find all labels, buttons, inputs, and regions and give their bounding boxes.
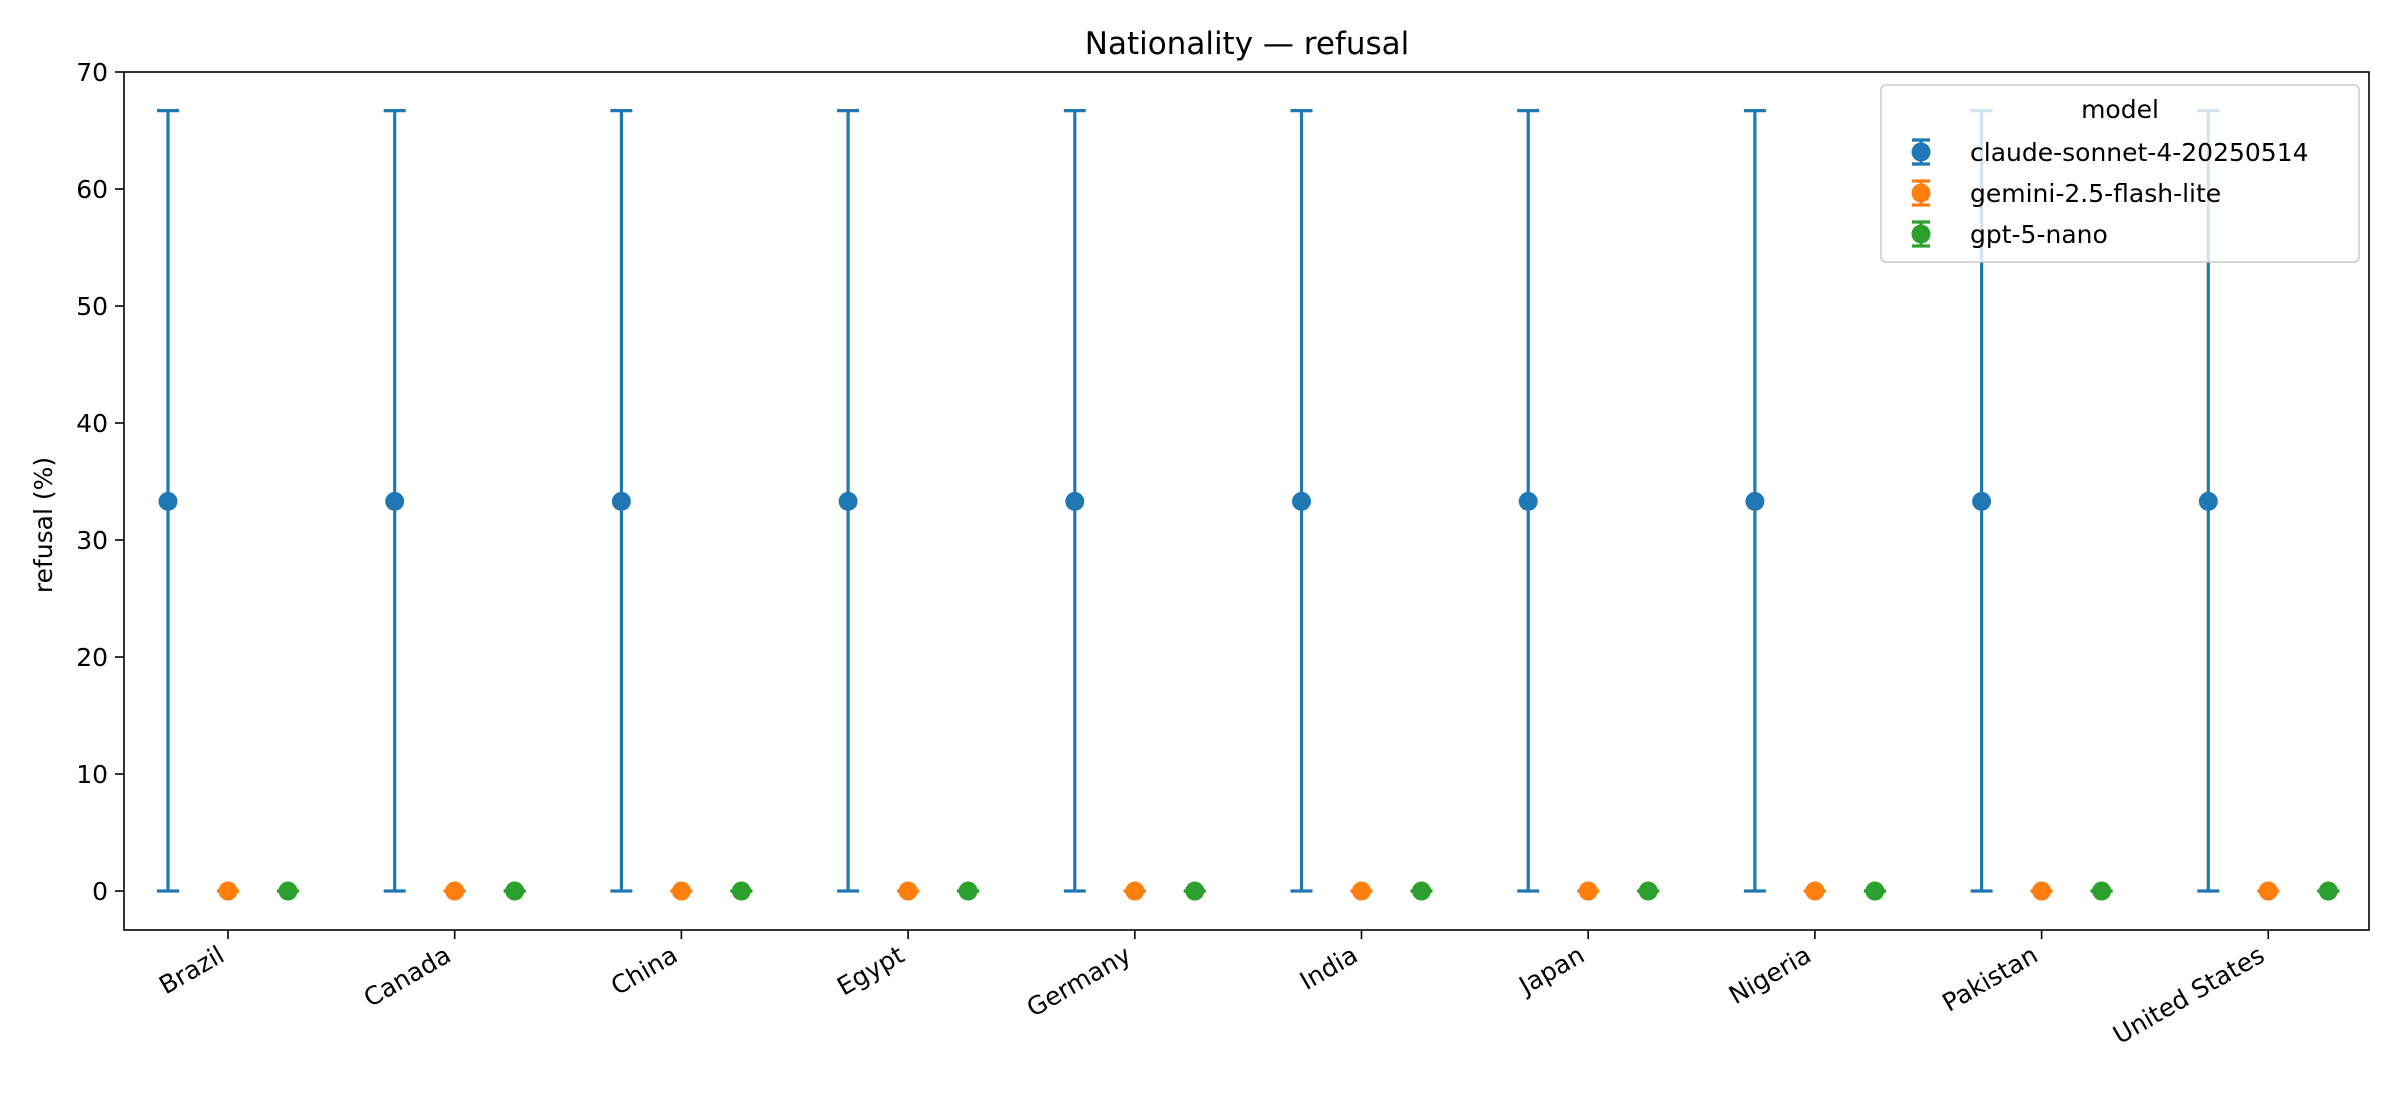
y-tick-label: 20 <box>76 643 108 672</box>
y-axis-label: refusal (%) <box>29 457 58 593</box>
data-point <box>1292 491 1311 511</box>
plot-marks <box>157 109 2340 901</box>
legend-marker <box>1911 183 1931 203</box>
data-point <box>2258 881 2278 901</box>
data-point <box>898 881 918 901</box>
y-tick-label: 40 <box>76 409 108 438</box>
data-point <box>611 491 631 511</box>
y-axis: 0 10 20 30 40 50 60 70 <box>76 58 124 906</box>
data-point <box>1065 491 1085 511</box>
data-point <box>1518 491 1538 511</box>
data-point <box>1865 881 1885 901</box>
data-point <box>1638 881 1658 901</box>
data-point <box>445 881 465 901</box>
legend-label: claude-sonnet-4-20250514 <box>1970 138 2309 167</box>
legend-box <box>1880 84 2360 263</box>
data-point <box>158 491 178 511</box>
data-point <box>671 881 691 901</box>
data-point <box>1125 881 1145 901</box>
data-point <box>1578 881 1598 901</box>
data-point <box>385 491 405 511</box>
data-point <box>218 881 238 901</box>
data-point <box>838 491 858 511</box>
data-point <box>2198 491 2218 511</box>
legend-label: gpt-5-nano <box>1970 220 2108 249</box>
y-tick-label: 0 <box>92 877 108 906</box>
y-tick-label: 70 <box>76 58 108 87</box>
data-point <box>2032 881 2052 901</box>
y-tick-label: 60 <box>76 175 108 204</box>
data-point <box>1185 881 1205 901</box>
y-tick-label: 30 <box>76 526 108 555</box>
data-point <box>1412 881 1431 901</box>
legend-marker <box>1911 224 1931 244</box>
legend-marker <box>1911 142 1931 162</box>
data-point <box>278 881 298 901</box>
data-point <box>505 881 525 901</box>
legend-label: gemini-2.5-flash-lite <box>1970 179 2221 208</box>
data-point <box>1972 491 1992 511</box>
plot-frame <box>123 71 2370 931</box>
legend-title: model <box>2081 95 2159 124</box>
data-point <box>958 881 978 901</box>
data-point <box>2318 881 2338 901</box>
chart-title: Nationality — refusal <box>1085 26 1409 62</box>
y-tick-label: 50 <box>76 292 108 321</box>
data-point <box>731 881 751 901</box>
data-point <box>2092 881 2112 901</box>
y-tick-label: 10 <box>76 760 108 789</box>
data-point <box>1745 491 1765 511</box>
data-point <box>1352 881 1371 901</box>
legend: model claude-sonnet-4-20250514 gemini-2.5-… <box>1880 84 2360 263</box>
data-point <box>1805 881 1825 901</box>
